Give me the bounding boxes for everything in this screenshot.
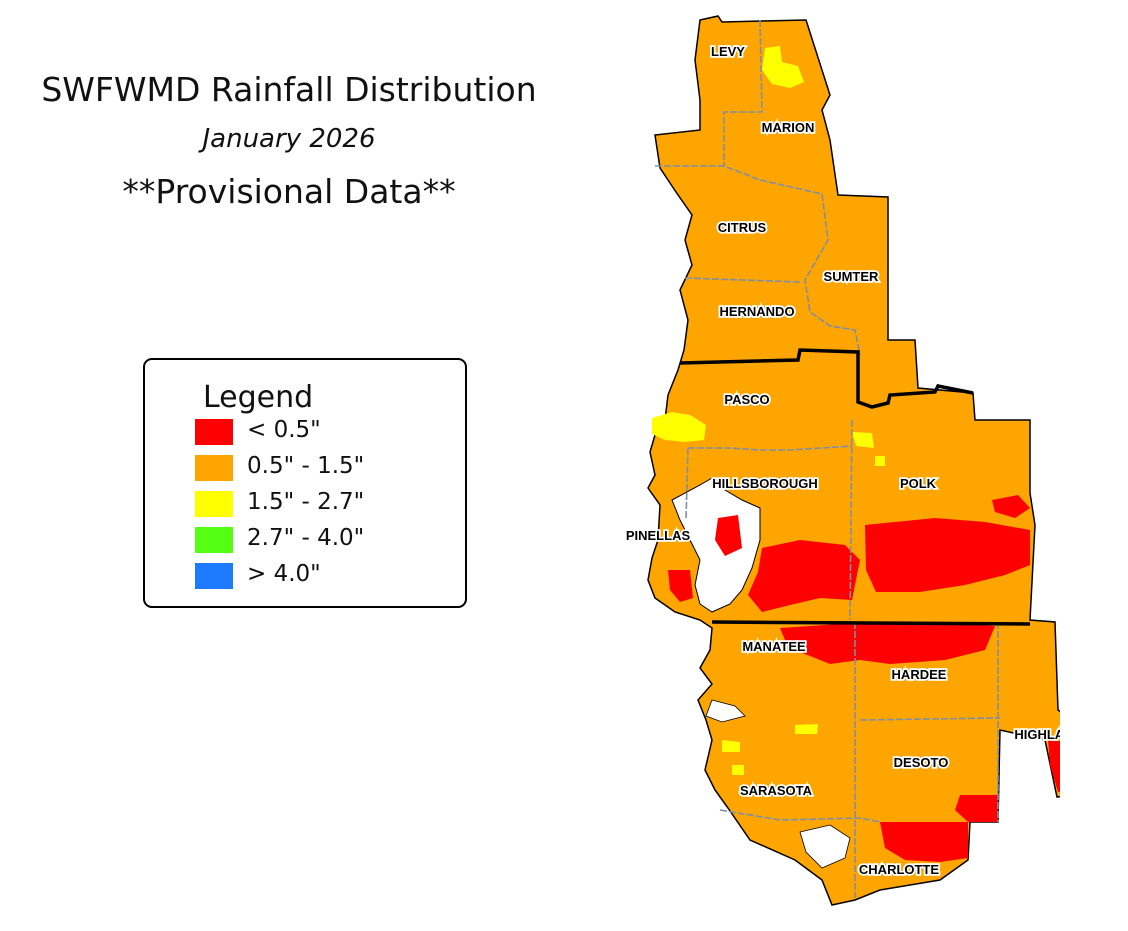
provisional-note: **Provisional Data** [122, 172, 456, 211]
moderate-rainfall-areas [652, 46, 885, 775]
legend-swatch-yellow [195, 491, 233, 517]
county-label-highlands: HIGHLANDS [1014, 727, 1060, 742]
county-label-hardee: HARDEE [892, 667, 947, 682]
county-label-pinellas: PINELLAS [626, 528, 691, 543]
legend-swatch-green [195, 527, 233, 553]
county-label-pasco: PASCO [724, 392, 769, 407]
county-label-levy: LEVY [711, 44, 745, 59]
legend-label: 1.5" - 2.7" [247, 489, 365, 515]
county-label-desoto: DESOTO [894, 755, 949, 770]
legend-title: Legend [203, 380, 314, 415]
charlotte-harbor-water [799, 824, 851, 869]
legend-swatch-blue [195, 563, 233, 589]
county-label-manatee: MANATEE [742, 639, 806, 654]
map-subtitle: January 2026 [202, 124, 376, 154]
tampa-bay-water [671, 477, 761, 613]
legend-box: Legend < 0.5" 0.5" - 1.5" 1.5" - 2.7" 2.… [143, 358, 467, 608]
legend-label: 0.5" - 1.5" [247, 453, 365, 479]
map-title: SWFWMD Rainfall Distribution [41, 70, 537, 109]
county-label-marion: MARION [762, 120, 815, 135]
county-label-sarasota: SARASOTA [740, 783, 813, 798]
legend-label: 2.7" - 4.0" [247, 525, 365, 551]
county-labels: LEVY MARION CITRUS SUMTER HERNANDO PASCO… [624, 42, 1060, 879]
region-borders [679, 348, 1031, 626]
coastal-water [705, 699, 746, 723]
county-label-polk: POLK [900, 476, 937, 491]
legend-label: > 4.0" [247, 561, 321, 587]
rainfall-map: LEVY MARION CITRUS SUMTER HERNANDO PASCO… [624, 15, 1060, 906]
county-label-sumter: SUMTER [824, 269, 880, 284]
legend-swatch-orange [195, 455, 233, 481]
legend-swatch-red [195, 419, 233, 445]
county-label-hillsborough: HILLSBOROUGH [712, 476, 817, 491]
county-label-citrus: CITRUS [718, 220, 767, 235]
county-borders [655, 19, 1001, 898]
low-rainfall-areas [668, 495, 1060, 862]
county-label-hernando: HERNANDO [719, 304, 794, 319]
legend-label: < 0.5" [247, 417, 321, 443]
county-label-charlotte: CHARLOTTE [859, 862, 939, 877]
